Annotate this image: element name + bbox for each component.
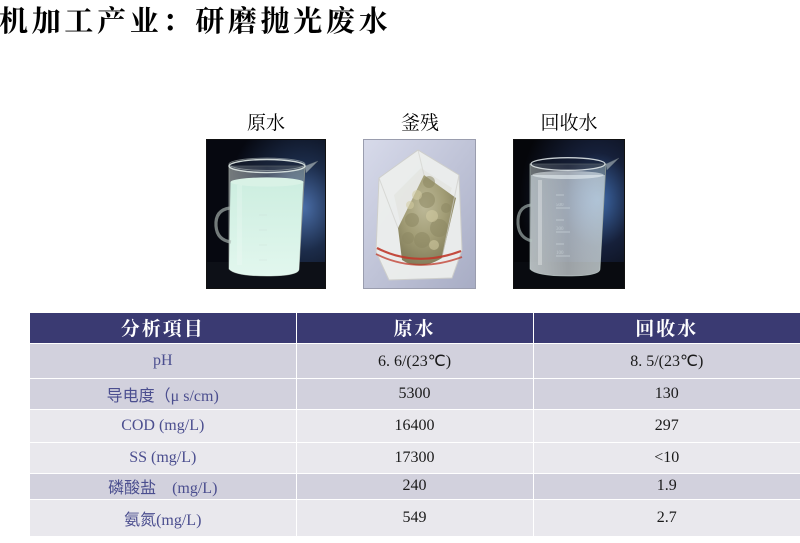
svg-text:300: 300 <box>556 227 564 232</box>
svg-text:500: 500 <box>556 203 564 208</box>
svg-text:100: 100 <box>556 251 564 256</box>
